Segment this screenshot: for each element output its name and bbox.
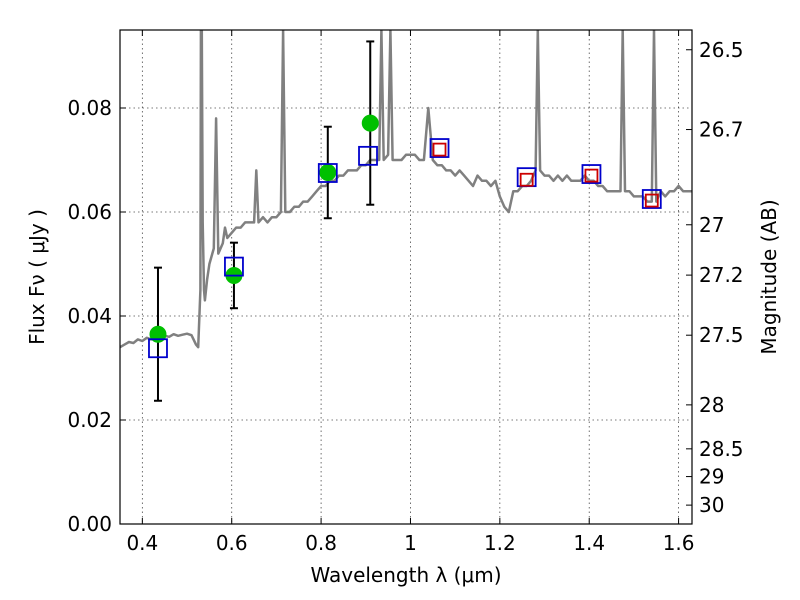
- mag-tick-label: 27.2: [699, 263, 744, 287]
- x-tick-label: 0.4: [126, 531, 158, 555]
- model-point-blue: [148, 338, 168, 359]
- model-point-blue: [358, 145, 378, 166]
- mag-tick-label: 27: [699, 213, 724, 237]
- model-spectrum: [120, 30, 692, 349]
- model-point-red: [432, 142, 447, 157]
- mag-tick-label: 28: [699, 393, 724, 417]
- y-tick-label: 0.00: [67, 512, 112, 536]
- model-point-blue: [641, 189, 662, 209]
- observed-point: [319, 163, 337, 181]
- model-point-blue: [429, 138, 450, 158]
- mag-tick-label: 28.5: [699, 437, 744, 461]
- grid: [120, 30, 692, 525]
- spectrum-line: [120, 30, 692, 349]
- x-tick-label: 1.2: [484, 531, 516, 555]
- x-tick-label: 0.6: [216, 531, 248, 555]
- axis-ticks: 0.4 0.6 0.8 1 1.2 1.4 1.6 0.00 0.02 0.04 0.06 0.08 2…: [67, 30, 744, 555]
- mag-tick-label: 27.5: [699, 323, 744, 347]
- x-tick-label: 1.6: [663, 531, 695, 555]
- y-tick-label: 0.08: [67, 96, 112, 120]
- y-axis-label: Flux Fν ( μJy ): [25, 209, 49, 345]
- photometry-markers: [148, 114, 662, 359]
- error-bars: [153, 40, 375, 402]
- x-tick-label: 1.4: [573, 531, 605, 555]
- observed-point: [149, 325, 167, 343]
- model-point-red: [519, 172, 534, 187]
- mag-tick-label: 30: [699, 493, 724, 517]
- y-tick-label: 0.04: [67, 304, 112, 328]
- y-axis-right-label: Magnitude (AB): [757, 199, 781, 354]
- x-axis-label: Wavelength λ (μm): [310, 563, 501, 587]
- x-tick-label: 0.8: [305, 531, 337, 555]
- model-point-blue: [224, 256, 244, 277]
- model-point-blue: [581, 164, 602, 184]
- mag-tick-label: 26.5: [699, 38, 744, 62]
- x-tick-label: 1: [404, 531, 417, 555]
- model-point-blue: [317, 163, 338, 183]
- mag-tick-label: 29: [699, 465, 724, 489]
- axis-labels: Wavelength λ (μm) Flux Fν ( μJy ) Magnit…: [25, 199, 781, 587]
- y-tick-label: 0.02: [67, 408, 112, 432]
- model-point-red: [644, 193, 659, 208]
- mag-tick-label: 26.7: [699, 118, 744, 142]
- y-tick-label: 0.06: [67, 200, 112, 224]
- observed-point: [361, 114, 379, 132]
- plot-frame: [119, 29, 693, 525]
- model-point-red: [584, 168, 599, 183]
